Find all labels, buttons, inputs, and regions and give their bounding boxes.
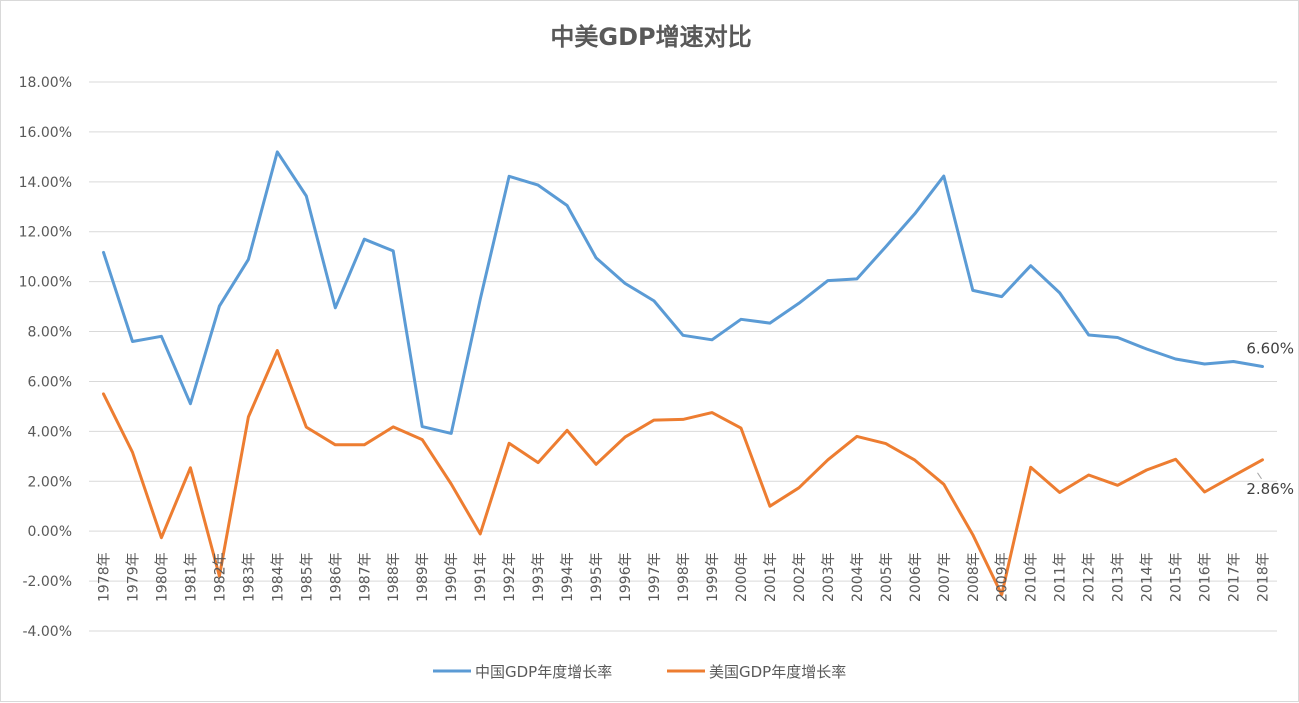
x-tick-label: 2009年	[995, 552, 1011, 602]
series-line-1	[102, 349, 1264, 597]
y-tick-label: 6.00%	[28, 374, 72, 390]
data-label-china-2018: 6.60%	[1246, 339, 1294, 357]
y-tick-label: 8.00%	[28, 325, 72, 341]
x-tick-label: 1994年	[560, 552, 576, 602]
x-tick-label: 1982年	[212, 552, 228, 602]
x-tick-label: 1987年	[357, 552, 373, 602]
y-tick-label: 10.00%	[19, 275, 72, 291]
series-lines	[102, 150, 1264, 597]
chart-title: 中美GDP增速对比	[550, 23, 751, 51]
x-tick-label: 2001年	[763, 552, 779, 602]
x-tick-label: 2017年	[1227, 552, 1243, 602]
x-tick-label: 1983年	[241, 552, 257, 602]
legend: 中国GDP年度增长率 美国GDP年度增长率	[433, 663, 846, 681]
data-labels: 6.60% 2.86%	[1246, 339, 1294, 497]
x-tick-label: 2000年	[734, 552, 750, 602]
y-tick-label: 14.00%	[19, 175, 72, 191]
x-tick-label: 2007年	[937, 552, 953, 602]
x-tick-label: 2002年	[792, 552, 808, 602]
x-tick-label: 2016年	[1198, 552, 1214, 602]
x-tick-label: 1988年	[386, 552, 402, 602]
x-tick-label: 1993年	[531, 552, 547, 602]
x-tick-label: 1984年	[270, 552, 286, 602]
y-tick-label: 4.00%	[28, 424, 72, 440]
x-tick-label: 1978年	[96, 552, 112, 602]
y-tick-label: 18.00%	[19, 75, 72, 91]
x-tick-label: 2012年	[1082, 552, 1098, 602]
x-tick-label: 2013年	[1111, 552, 1127, 602]
x-tick-label: 1997年	[647, 552, 663, 602]
x-tick-label: 2008年	[966, 552, 982, 602]
series-line-0	[102, 150, 1264, 435]
x-axis-ticks: 1978年 1979年 1980年 1981年 1982年 1983年 1984年 1985年…	[96, 552, 1271, 602]
y-tick-label: 16.00%	[19, 125, 72, 141]
x-tick-label: 1981年	[183, 552, 199, 602]
x-tick-label: 2014年	[1140, 552, 1156, 602]
x-tick-label: 1989年	[415, 552, 431, 602]
y-tick-label: 0.00%	[28, 524, 72, 540]
x-tick-label: 1979年	[125, 552, 141, 602]
y-tick-label: 2.00%	[28, 474, 72, 490]
x-tick-label: 2005年	[879, 552, 895, 602]
legend-label-1: 美国GDP年度增长率	[709, 663, 846, 681]
x-tick-label: 1986年	[328, 552, 344, 602]
y-tick-label: 12.00%	[19, 225, 72, 241]
x-tick-label: 2018年	[1256, 552, 1272, 602]
x-tick-label: 1998年	[676, 552, 692, 602]
leader-line	[1257, 472, 1262, 480]
x-tick-label: 1999年	[705, 552, 721, 602]
data-label-us-2018: 2.86%	[1246, 480, 1294, 498]
x-tick-label: 1990年	[444, 552, 460, 602]
x-tick-label: 1992年	[502, 552, 518, 602]
x-tick-label: 1995年	[589, 552, 605, 602]
x-tick-label: 2003年	[821, 552, 837, 602]
y-tick-label: -4.00%	[22, 624, 72, 640]
x-tick-label: 1985年	[299, 552, 315, 602]
x-tick-label: 1996年	[618, 552, 634, 602]
x-tick-label: 1980年	[154, 552, 170, 602]
gridlines	[89, 81, 1277, 632]
x-tick-label: 2015年	[1169, 552, 1185, 602]
x-tick-label: 2004年	[850, 552, 866, 602]
x-tick-label: 2006年	[908, 552, 924, 602]
x-tick-label: 2011年	[1053, 552, 1069, 602]
legend-label-0: 中国GDP年度增长率	[475, 663, 612, 681]
x-tick-label: 2010年	[1024, 552, 1040, 602]
y-tick-label: -2.00%	[22, 574, 72, 590]
y-axis-ticks: 18.00% 16.00% 14.00% 12.00% 10.00% 8.00% 6.00%…	[19, 75, 72, 640]
x-tick-label: 1991年	[473, 552, 489, 602]
